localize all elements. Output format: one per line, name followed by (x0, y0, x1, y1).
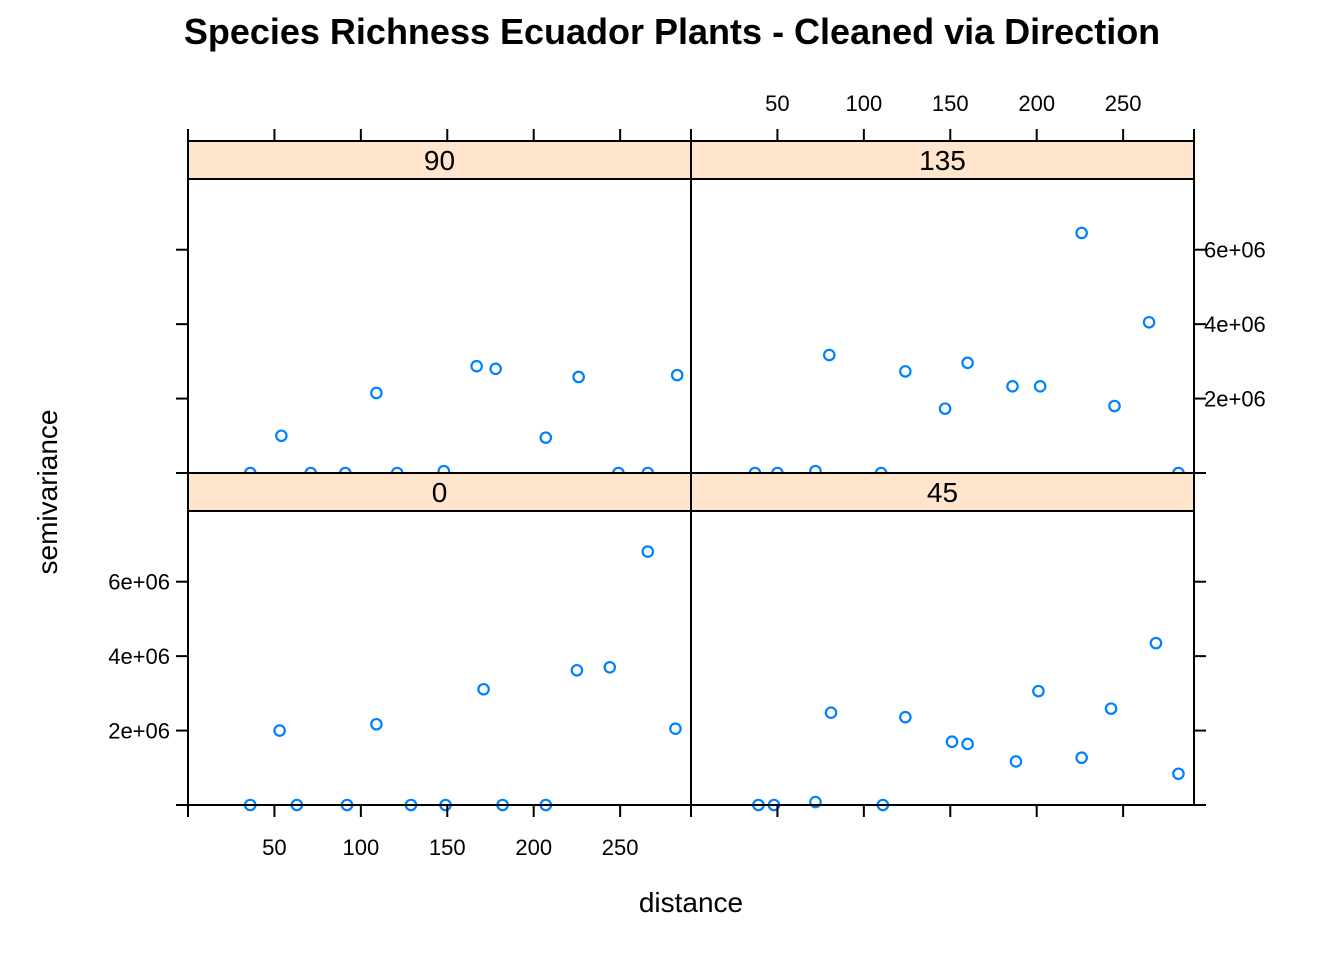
y-tick-label-left-6e+06: 6e+06 (108, 570, 170, 595)
data-point-90-13 (670, 368, 684, 382)
y-tick-label-right-2e+06: 2e+06 (1204, 387, 1266, 412)
x-tick-label-top-200: 200 (1018, 91, 1055, 116)
panel-strip-45 (691, 473, 1194, 511)
data-point-135-11 (1108, 399, 1121, 413)
data-point-0-13 (669, 722, 682, 736)
data-point-90-10 (572, 370, 585, 384)
data-point-90-8 (489, 362, 502, 376)
x-tick-label-bottom-150: 150 (429, 835, 466, 860)
data-point-90-9 (539, 431, 553, 444)
data-point-45-5 (899, 710, 912, 724)
data-point-135-7 (961, 356, 974, 370)
panel-strip-label-135: 135 (919, 145, 966, 176)
y-tick-label-left-4e+06: 4e+06 (108, 644, 170, 669)
panel-strip-90 (188, 141, 691, 179)
data-point-0-1 (273, 724, 286, 737)
x-tick-label-bottom-100: 100 (342, 835, 379, 860)
panel-strip-label-0: 0 (432, 477, 448, 508)
data-point-90-4 (370, 386, 383, 400)
y-axis-label: semivariance (32, 410, 63, 575)
data-point-0-4 (370, 717, 383, 731)
data-point-135-5 (899, 365, 912, 378)
data-point-135-9 (1033, 379, 1047, 393)
data-point-90-7 (470, 359, 483, 373)
x-tick-label-bottom-50: 50 (262, 835, 286, 860)
data-point-45-9 (1032, 684, 1045, 698)
x-tick-label-top-150: 150 (932, 91, 969, 116)
data-point-45-13 (1172, 767, 1185, 781)
data-point-45-3 (824, 706, 838, 720)
data-point-45-2 (809, 795, 822, 809)
x-tick-label-top-250: 250 (1105, 91, 1142, 116)
data-point-45-6 (945, 735, 959, 749)
panels-layer: 90 135 0 45 50 50 100 100 150 150 200 200 250 250 2e+0… (108, 91, 1266, 860)
y-tick-label-left-2e+06: 2e+06 (108, 719, 170, 744)
y-tick-label-right-4e+06: 4e+06 (1204, 312, 1266, 337)
data-point-135-10 (1075, 226, 1088, 240)
x-tick-label-top-100: 100 (845, 91, 882, 116)
data-point-135-6 (938, 402, 952, 415)
panel-strip-label-45: 45 (927, 477, 958, 508)
data-point-0-11 (603, 661, 617, 674)
data-point-0-10 (570, 663, 584, 677)
data-point-45-11 (1104, 702, 1118, 715)
data-point-45-10 (1075, 751, 1088, 765)
panel-strip-135 (691, 141, 1194, 179)
data-point-45-12 (1149, 636, 1163, 650)
data-point-0-7 (477, 682, 490, 696)
data-point-0-12 (641, 545, 655, 558)
data-point-45-8 (1009, 755, 1023, 768)
x-tick-label-bottom-250: 250 (602, 835, 639, 860)
panel-strip-label-90: 90 (424, 145, 455, 176)
y-tick-label-right-6e+06: 6e+06 (1204, 238, 1266, 263)
data-point-45-7 (961, 737, 974, 751)
data-point-90-1 (275, 429, 288, 443)
panel-strip-0 (188, 473, 691, 511)
data-point-135-3 (822, 348, 836, 362)
data-point-135-8 (1006, 379, 1019, 393)
chart-title: Species Richness Ecuador Plants - Cleane… (184, 11, 1160, 52)
x-tick-label-bottom-200: 200 (515, 835, 552, 860)
x-tick-label-top-50: 50 (765, 91, 789, 116)
data-point-135-12 (1142, 315, 1156, 329)
x-axis-label: distance (639, 887, 743, 918)
